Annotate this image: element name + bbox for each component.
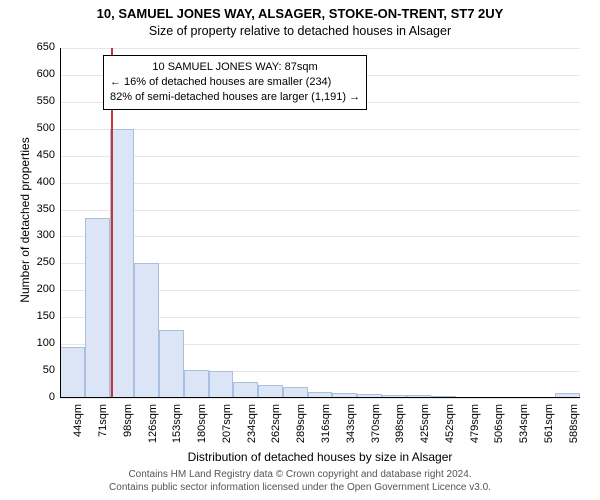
xtick-label: 425sqm [419,404,431,454]
chart-container: { "title": "10, SAMUEL JONES WAY, ALSAGE… [0,0,600,500]
xtick-label: 262sqm [270,404,282,454]
x-axis-line [60,397,580,398]
ytick-label: 500 [25,122,55,134]
chart-subtitle: Size of property relative to detached ho… [0,21,600,38]
xtick-label: 398sqm [394,404,406,454]
histogram-bar [110,129,135,398]
info-line2: ← 16% of detached houses are smaller (23… [110,75,360,90]
ytick-label: 600 [25,68,55,80]
histogram-bar [159,330,184,398]
xtick-label: 98sqm [122,404,134,454]
ytick-label: 300 [25,229,55,241]
xtick-label: 180sqm [196,404,208,454]
xtick-label: 534sqm [518,404,530,454]
xtick-label: 289sqm [295,404,307,454]
info-line3: 82% of semi-detached houses are larger (… [110,90,360,105]
footer: Contains HM Land Registry data © Crown c… [0,468,600,494]
footer-line1: Contains HM Land Registry data © Crown c… [0,468,600,481]
gridline [60,236,580,237]
xtick-label: 561sqm [543,404,555,454]
ytick-label: 350 [25,203,55,215]
y-axis-line [60,48,61,398]
ytick-label: 150 [25,310,55,322]
ytick-label: 250 [25,256,55,268]
gridline [60,129,580,130]
xtick-label: 370sqm [370,404,382,454]
ytick-label: 200 [25,283,55,295]
xtick-label: 44sqm [72,404,84,454]
xtick-label: 506sqm [493,404,505,454]
ytick-label: 650 [25,41,55,53]
histogram-bar [258,385,283,398]
xtick-label: 153sqm [171,404,183,454]
xtick-label: 588sqm [568,404,580,454]
histogram-bar [233,382,258,398]
xtick-label: 316sqm [320,404,332,454]
histogram-bar [60,347,85,398]
xtick-label: 479sqm [469,404,481,454]
xtick-label: 126sqm [147,404,159,454]
histogram-bar [184,370,209,398]
xtick-label: 207sqm [221,404,233,454]
xtick-label: 71sqm [97,404,109,454]
footer-line2: Contains public sector information licen… [0,481,600,494]
gridline [60,398,580,399]
gridline [60,48,580,49]
info-line1: 10 SAMUEL JONES WAY: 87sqm [110,60,360,75]
histogram-bar [85,218,110,398]
info-box: 10 SAMUEL JONES WAY: 87sqm ← 16% of deta… [103,55,367,110]
ytick-label: 550 [25,95,55,107]
histogram-bar [209,371,234,398]
ytick-label: 400 [25,176,55,188]
xtick-label: 452sqm [444,404,456,454]
chart-title: 10, SAMUEL JONES WAY, ALSAGER, STOKE-ON-… [0,0,600,21]
ytick-label: 450 [25,149,55,161]
ytick-label: 0 [25,391,55,403]
gridline [60,183,580,184]
ytick-label: 100 [25,337,55,349]
histogram-bar [134,263,159,398]
xtick-label: 234sqm [246,404,258,454]
xtick-label: 343sqm [345,404,357,454]
ytick-label: 50 [25,364,55,376]
gridline [60,210,580,211]
gridline [60,156,580,157]
